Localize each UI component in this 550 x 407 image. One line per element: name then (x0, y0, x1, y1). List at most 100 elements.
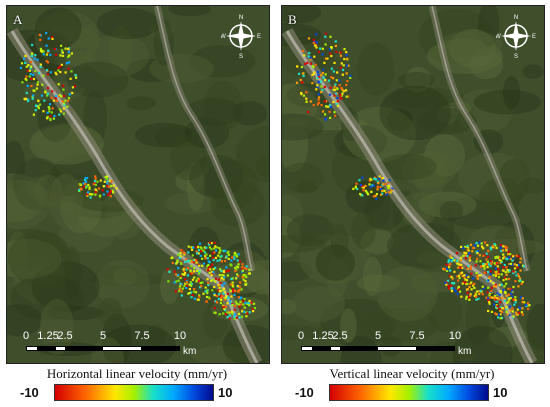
velocity-point (334, 44, 337, 47)
velocity-point (354, 185, 357, 188)
velocity-point (45, 32, 48, 35)
terrain-patch (479, 178, 523, 213)
velocity-point (499, 246, 502, 249)
velocity-point (221, 284, 224, 287)
velocity-point (225, 255, 228, 258)
velocity-point (219, 281, 222, 285)
velocity-point (342, 64, 345, 67)
velocity-point (495, 313, 498, 316)
velocity-point (108, 179, 111, 182)
velocity-point (329, 116, 332, 119)
velocity-point (110, 185, 113, 188)
velocity-point (112, 191, 115, 194)
velocity-point (34, 109, 37, 112)
velocity-point (94, 183, 97, 186)
terrain-patch (439, 200, 464, 221)
velocity-point (315, 33, 318, 36)
velocity-point (211, 252, 214, 255)
velocity-point (509, 257, 512, 260)
velocity-point (317, 80, 320, 83)
velocity-point (227, 253, 230, 256)
terrain-patch (7, 229, 67, 269)
terrain-patch (340, 308, 357, 343)
velocity-point (89, 193, 92, 196)
velocity-point (198, 242, 202, 245)
velocity-point (247, 302, 250, 305)
terrain-patch (498, 158, 530, 203)
scale-segment (56, 347, 65, 350)
velocity-point (475, 242, 478, 245)
velocity-point (496, 292, 499, 295)
velocity-point (179, 252, 182, 255)
velocity-point (478, 254, 481, 257)
velocity-point (329, 52, 332, 55)
velocity-point (494, 283, 497, 286)
velocity-point (235, 255, 239, 258)
velocity-point (505, 278, 508, 281)
velocity-point (312, 38, 315, 42)
velocity-point (375, 197, 378, 200)
velocity-point (507, 270, 510, 273)
velocity-point (478, 274, 481, 277)
velocity-point (244, 280, 247, 283)
velocity-point (502, 253, 505, 256)
velocity-point (177, 273, 180, 277)
velocity-point (452, 287, 455, 290)
velocity-point (93, 180, 97, 183)
velocity-point (96, 180, 99, 183)
velocity-point (184, 278, 187, 281)
velocity-point (50, 111, 53, 114)
velocity-point (457, 274, 461, 277)
velocity-point (59, 65, 62, 68)
velocity-point (495, 297, 498, 300)
velocity-point (476, 250, 480, 253)
velocity-point (226, 274, 229, 277)
terrain-patch (98, 297, 122, 329)
velocity-point (241, 310, 244, 313)
panel-label-a: A (13, 12, 23, 27)
velocity-point (489, 265, 492, 268)
velocity-point (19, 66, 22, 69)
velocity-point (176, 259, 179, 262)
velocity-point (511, 307, 514, 310)
velocity-point (528, 304, 531, 307)
velocity-point (231, 256, 234, 259)
velocity-point (356, 187, 359, 191)
velocity-point (457, 279, 460, 282)
velocity-point (507, 250, 510, 253)
velocity-point (49, 71, 52, 74)
velocity-point (497, 313, 501, 316)
terrain-patch (242, 259, 269, 295)
velocity-point (503, 263, 506, 267)
terrain-patch (113, 267, 137, 286)
velocity-point (323, 100, 326, 103)
velocity-point (447, 287, 451, 290)
velocity-point (514, 301, 517, 304)
velocity-point (216, 246, 219, 249)
terrain-patch (362, 256, 383, 297)
velocity-point (183, 273, 186, 276)
velocity-point (46, 117, 49, 120)
velocity-point (206, 257, 209, 260)
velocity-point (28, 75, 31, 78)
velocity-point (339, 96, 342, 99)
velocity-point (311, 65, 314, 68)
velocity-point (503, 276, 507, 279)
velocity-point (206, 265, 209, 268)
velocity-point (317, 73, 320, 76)
velocity-point (215, 249, 218, 252)
velocity-point (464, 278, 467, 281)
velocity-point (31, 95, 34, 98)
terrain-patch (48, 173, 84, 229)
terrain-patch (10, 274, 85, 321)
velocity-point (376, 188, 379, 191)
terrain-patch (282, 162, 324, 193)
velocity-point (46, 86, 50, 90)
terrain-patch (26, 176, 50, 200)
velocity-point (213, 241, 216, 244)
velocity-point (516, 266, 519, 269)
velocity-point (314, 63, 317, 66)
velocity-point (482, 287, 485, 290)
terrain-patch (360, 228, 394, 255)
velocity-point (208, 271, 211, 274)
